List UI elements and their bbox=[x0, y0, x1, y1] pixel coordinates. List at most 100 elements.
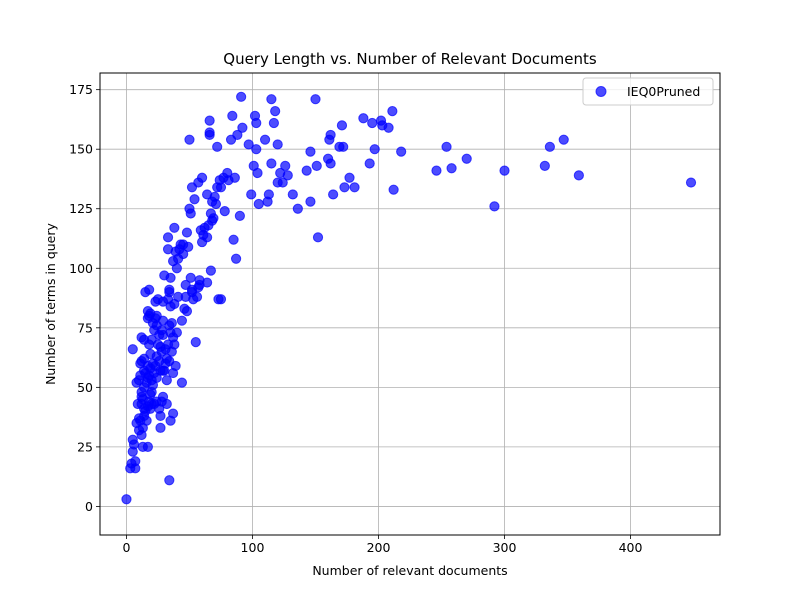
data-point bbox=[183, 241, 194, 252]
data-point bbox=[128, 439, 140, 450]
data-point bbox=[185, 272, 196, 283]
x-axis-label: Number of relevant documents bbox=[312, 563, 507, 578]
data-point bbox=[685, 177, 697, 188]
data-point bbox=[358, 113, 369, 124]
y-tick-label: 100 bbox=[69, 261, 93, 276]
data-point bbox=[161, 375, 172, 386]
data-point bbox=[461, 153, 472, 164]
data-point bbox=[181, 306, 193, 317]
data-point bbox=[349, 182, 360, 193]
data-point bbox=[171, 327, 182, 338]
data-point bbox=[292, 203, 303, 214]
data-point bbox=[280, 160, 291, 171]
data-point bbox=[339, 182, 350, 193]
data-point bbox=[259, 134, 271, 145]
data-point bbox=[325, 158, 336, 169]
data-point bbox=[121, 494, 132, 505]
data-point bbox=[196, 172, 208, 183]
data-point bbox=[215, 294, 227, 305]
y-tick-label: 175 bbox=[69, 82, 93, 97]
data-point bbox=[181, 227, 193, 238]
data-point bbox=[191, 291, 203, 302]
data-point bbox=[215, 182, 227, 193]
data-point bbox=[202, 277, 213, 288]
data-point bbox=[142, 441, 153, 452]
y-tick-label: 0 bbox=[85, 499, 93, 514]
data-point bbox=[190, 337, 201, 348]
legend: IEQ0Pruned bbox=[582, 77, 714, 106]
y-axis-label: Number of terms in query bbox=[43, 222, 58, 384]
y-tick-label: 75 bbox=[77, 320, 93, 335]
data-point bbox=[130, 456, 141, 467]
data-point bbox=[328, 189, 339, 200]
legend-label-series: IEQ0Pruned bbox=[627, 84, 700, 99]
y-tick-label: 125 bbox=[69, 201, 93, 216]
data-point bbox=[431, 165, 442, 176]
data-point bbox=[202, 232, 213, 243]
x-tick-label: 400 bbox=[619, 540, 643, 555]
data-point bbox=[229, 172, 240, 183]
chart-title: Query Length vs. Number of Relevant Docu… bbox=[223, 50, 597, 68]
data-point bbox=[208, 213, 219, 224]
data-point bbox=[369, 144, 380, 155]
data-point bbox=[161, 398, 172, 410]
data-point bbox=[155, 410, 166, 422]
data-point bbox=[558, 134, 569, 145]
data-point bbox=[446, 163, 457, 174]
x-tick-label: 0 bbox=[122, 540, 130, 555]
data-point bbox=[246, 189, 257, 200]
data-point bbox=[162, 232, 174, 243]
data-point bbox=[336, 120, 348, 131]
data-point bbox=[338, 141, 349, 152]
data-point bbox=[251, 144, 262, 155]
data-point bbox=[184, 134, 195, 145]
legend-box bbox=[582, 77, 714, 106]
data-point bbox=[253, 198, 264, 210]
data-point bbox=[204, 115, 215, 126]
data-point bbox=[234, 210, 245, 221]
data-point bbox=[305, 196, 316, 207]
data-point bbox=[499, 165, 510, 176]
x-tick-label: 300 bbox=[493, 540, 517, 555]
y-tick-label: 150 bbox=[69, 142, 93, 157]
data-point bbox=[169, 222, 180, 233]
data-point bbox=[176, 315, 188, 326]
data-points bbox=[121, 91, 697, 505]
data-point bbox=[266, 158, 277, 169]
data-point bbox=[210, 198, 222, 210]
data-point bbox=[301, 165, 312, 176]
y-tick-label: 50 bbox=[77, 380, 93, 395]
data-point bbox=[228, 234, 239, 245]
data-point bbox=[178, 248, 189, 260]
data-point bbox=[167, 408, 179, 419]
data-point bbox=[164, 475, 175, 486]
data-point bbox=[270, 106, 281, 117]
data-point bbox=[232, 129, 243, 141]
data-point bbox=[251, 117, 262, 129]
data-point bbox=[144, 284, 155, 295]
axis-ticks: 0 100 200 300 400 0 25 50 75 100 125 150 175 bbox=[69, 82, 642, 555]
data-point bbox=[212, 141, 223, 152]
data-point bbox=[387, 106, 398, 117]
data-point bbox=[230, 253, 242, 264]
data-point bbox=[383, 122, 394, 133]
data-point bbox=[367, 117, 378, 129]
data-point bbox=[388, 184, 399, 195]
data-point bbox=[268, 117, 280, 129]
data-point bbox=[185, 208, 196, 219]
data-point bbox=[539, 160, 550, 171]
data-point bbox=[272, 139, 283, 150]
data-point bbox=[171, 263, 182, 274]
data-point bbox=[325, 129, 336, 141]
data-point bbox=[287, 189, 298, 200]
data-point bbox=[227, 110, 238, 121]
data-point bbox=[344, 172, 355, 183]
data-point bbox=[169, 339, 180, 350]
data-point bbox=[277, 177, 288, 188]
data-point bbox=[489, 201, 500, 212]
data-point bbox=[127, 344, 138, 355]
data-point bbox=[155, 422, 166, 433]
data-point bbox=[311, 160, 322, 171]
data-point bbox=[263, 189, 274, 200]
